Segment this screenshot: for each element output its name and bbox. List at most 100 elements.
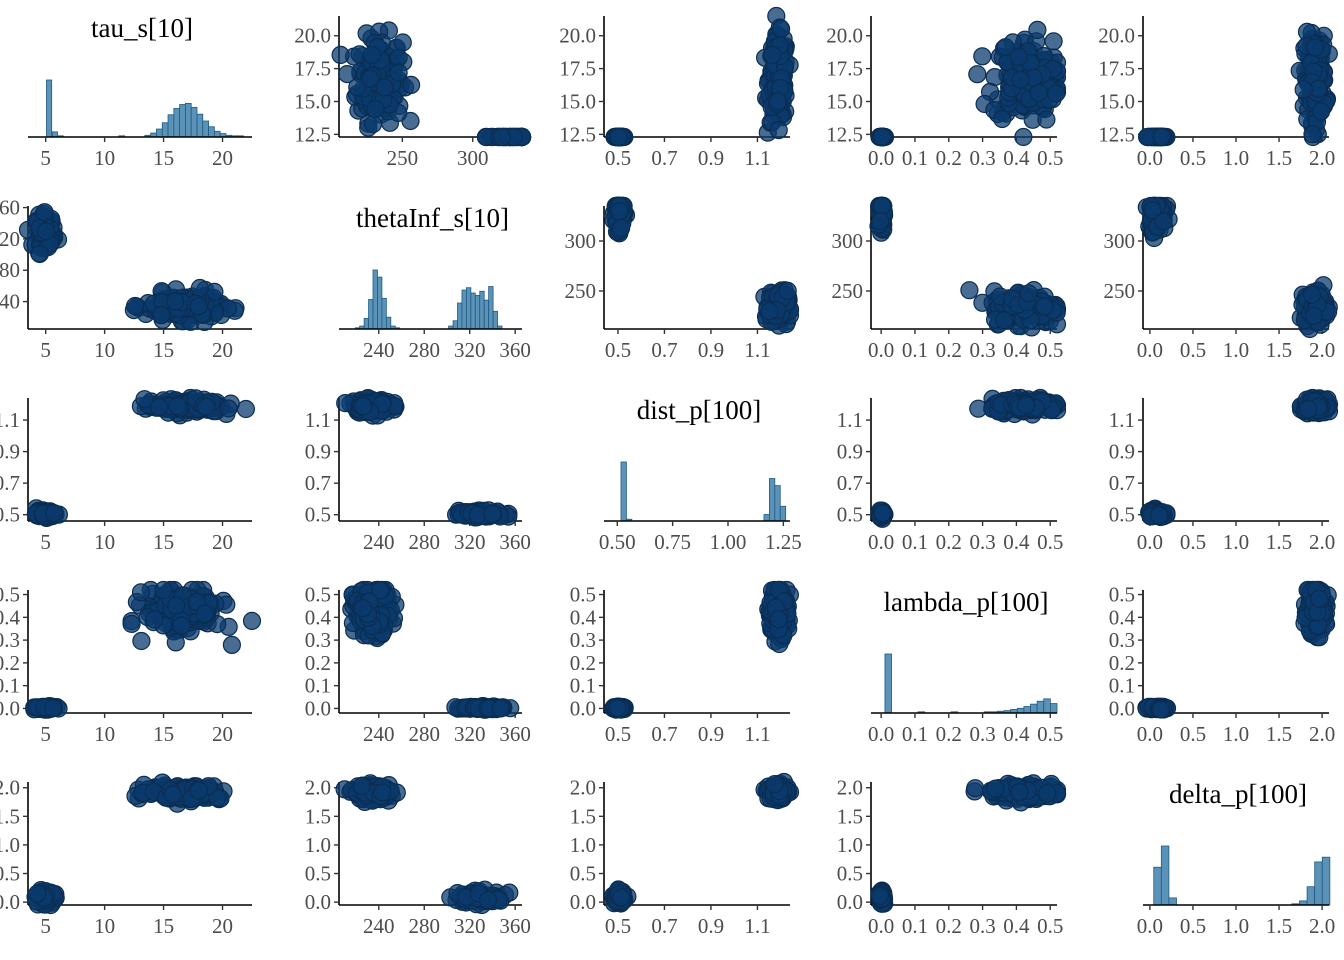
scatter-point [771, 19, 791, 38]
y-tick-label: 250 [1104, 279, 1136, 303]
x-tick-label: 5 [40, 530, 51, 554]
scatter-point [1011, 70, 1030, 89]
scatter-point [1009, 47, 1029, 66]
scatter-point [1305, 38, 1325, 57]
histogram-bar [470, 292, 476, 330]
x-tick-label: 5 [40, 722, 51, 746]
x-tick-label: 2.0 [1309, 722, 1335, 746]
scatter-point [163, 785, 182, 804]
histogram-bar [173, 108, 181, 138]
x-tick-label: 0.1 [902, 530, 928, 554]
histogram-bar [46, 79, 53, 138]
x-tick-label: 0.0 [868, 530, 894, 554]
histogram-bar [372, 269, 378, 330]
x-tick-label: 0.2 [936, 146, 962, 170]
scatter-point [131, 583, 151, 602]
histogram-bar [774, 485, 781, 522]
y-tick-label: 300 [832, 229, 864, 253]
scatter-point [195, 604, 214, 623]
x-tick-label: 0.0 [1137, 146, 1163, 170]
y-tick-label: 1.1 [1109, 408, 1135, 432]
x-tick-label: 1.0 [1223, 914, 1249, 938]
scatter-point [1046, 84, 1066, 103]
y-tick-label: 0.7 [0, 471, 20, 495]
scatter-point [1019, 284, 1038, 303]
y-tick-label: 0.5 [0, 862, 20, 886]
scatter-point [769, 121, 788, 140]
scatter-point [610, 202, 629, 221]
x-tick-label: 15 [153, 146, 174, 170]
x-tick-label: 0.2 [936, 338, 962, 362]
y-tick-label: 0.7 [1109, 471, 1135, 495]
x-tick-label: 240 [363, 722, 395, 746]
scatter-point [149, 398, 169, 417]
scatter-point [222, 635, 241, 655]
x-tick-label: 20 [212, 914, 233, 938]
y-tick-label: 12.5 [826, 122, 863, 146]
x-tick-label: 1.0 [1223, 146, 1249, 170]
y-tick-label: 0.4 [1109, 605, 1136, 629]
diagonal-title: thetaInf_s[10] [356, 203, 509, 233]
x-tick-label: 320 [454, 722, 486, 746]
scatter-point [483, 504, 502, 524]
y-tick-label: 0.0 [570, 696, 596, 720]
x-tick-label: 1.00 [710, 530, 747, 554]
y-tick-label: 0.5 [0, 503, 20, 527]
x-tick-label: 0.2 [936, 530, 962, 554]
scatter-point [1154, 212, 1173, 231]
y-tick-label: 0.1 [305, 674, 331, 698]
x-tick-label: 1.0 [1223, 722, 1249, 746]
x-tick-label: 0.0 [1137, 530, 1163, 554]
x-tick-label: 0.0 [868, 722, 894, 746]
scatter-point [873, 503, 892, 523]
y-tick-label: 1.1 [837, 408, 863, 432]
x-tick-label: 0.1 [902, 722, 928, 746]
scatter-point [1035, 297, 1054, 316]
histogram-bar [769, 478, 776, 522]
scatter-point [242, 611, 262, 631]
scatter-point [172, 616, 191, 635]
y-tick-label: 240 [0, 290, 20, 314]
scatter-point [375, 78, 394, 97]
x-tick-label: 10 [94, 914, 115, 938]
histogram-bar [1321, 856, 1331, 906]
scatter-point [1302, 285, 1322, 304]
x-tick-label: 0.7 [651, 722, 677, 746]
histogram-bar [1023, 706, 1031, 714]
x-tick-label: 300 [457, 146, 489, 170]
scatter-point [219, 399, 238, 418]
histogram-bar [196, 113, 204, 138]
y-tick-label: 0.5 [837, 503, 863, 527]
y-tick-label: 0.1 [0, 674, 20, 698]
x-tick-label: 0.5 [1037, 722, 1063, 746]
x-tick-label: 250 [387, 146, 419, 170]
histogram-bar [161, 122, 169, 138]
x-tick-label: 2.0 [1309, 914, 1335, 938]
x-tick-label: 1.5 [1266, 338, 1292, 362]
y-tick-label: 1.0 [305, 833, 331, 857]
scatter-panel-r1-c0: 2402803203605101520 [0, 196, 252, 362]
x-tick-label: 0.0 [1137, 914, 1163, 938]
y-tick-label: 1.5 [305, 804, 331, 828]
scatter-points [25, 580, 262, 719]
y-tick-label: 0.0 [1109, 696, 1135, 720]
x-tick-label: 0.4 [1003, 338, 1030, 362]
histogram-bar [213, 130, 221, 138]
scatter-point [338, 64, 357, 84]
diagonal-title: delta_p[100] [1169, 779, 1307, 809]
scatter-point [132, 631, 151, 651]
scatter-point [1149, 506, 1169, 525]
x-tick-label: 5 [40, 146, 51, 170]
histogram-bar [452, 320, 458, 330]
y-tick-label: 0.5 [570, 583, 596, 607]
scatter-point [1029, 83, 1048, 102]
histogram-bar [377, 276, 383, 330]
histogram-bar [385, 316, 392, 330]
scatter-points [1137, 22, 1338, 147]
scatter-point [236, 399, 255, 419]
